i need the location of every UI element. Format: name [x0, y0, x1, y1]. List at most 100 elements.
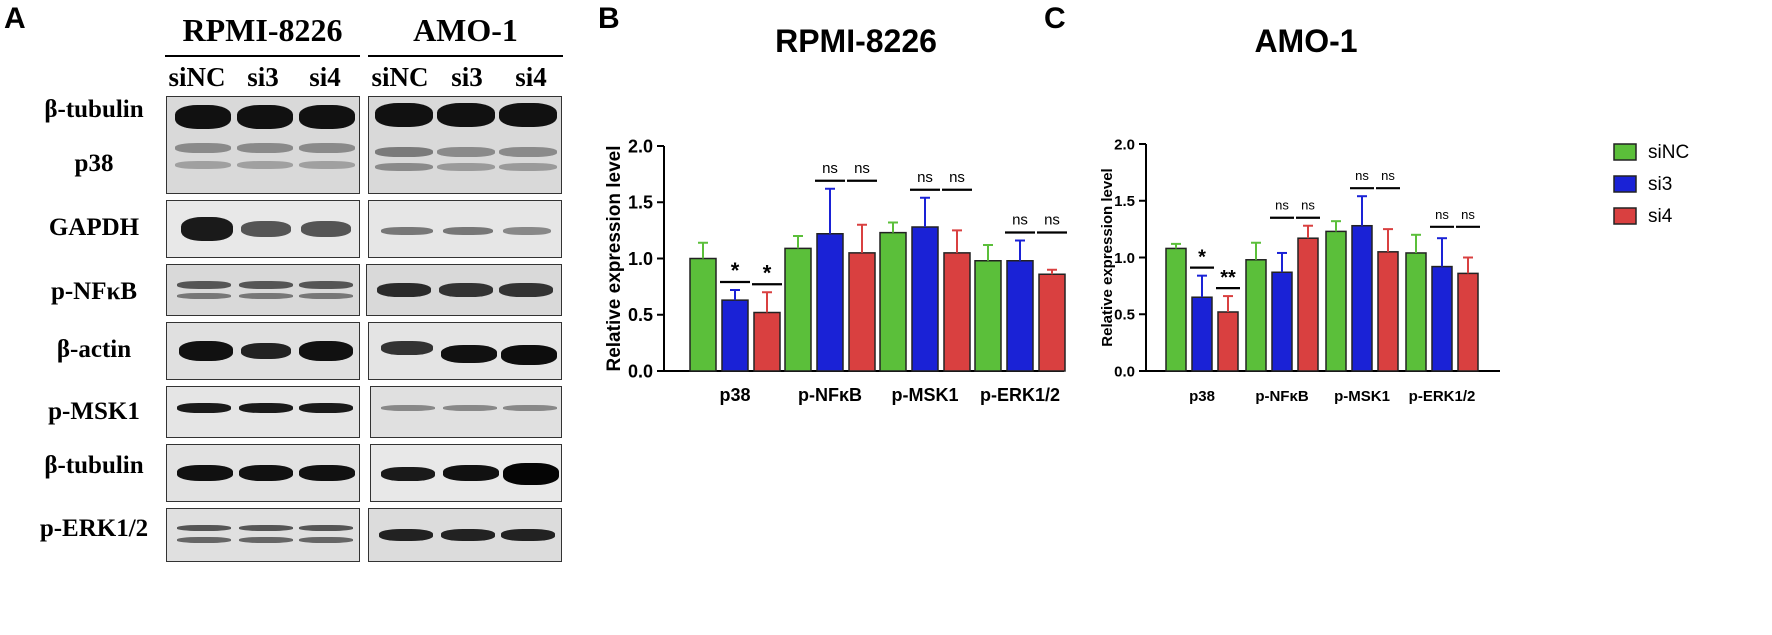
- bar-si3: [1191, 296, 1213, 372]
- cell-line-title-amo: AMO-1: [413, 12, 518, 48]
- bar-si3: [1431, 265, 1453, 372]
- bar-si3: [911, 226, 939, 372]
- blot-pmsk1-rpmi: [166, 386, 360, 438]
- blot-pmsk1-amo: [370, 386, 562, 438]
- row-label: β-tubulin: [44, 452, 144, 479]
- y-tick-label: 0.5: [628, 305, 653, 325]
- row-label: p-NFκB: [50, 278, 138, 305]
- bar-si3: [721, 299, 749, 372]
- blot-pnfkb-rpmi: [166, 264, 360, 316]
- blot-pnfkb-amo: [366, 264, 562, 316]
- cell-line-title-rpmi: RPMI-8226: [182, 12, 343, 48]
- chart-title: RPMI-8226: [775, 23, 937, 59]
- legend-label: si3: [1648, 174, 1672, 195]
- bar-sinc: [1165, 247, 1187, 372]
- significance-label: *: [731, 258, 740, 283]
- bar-si3: [1351, 224, 1373, 372]
- bar-sinc: [1405, 252, 1427, 372]
- y-tick-label: 0.0: [1114, 363, 1135, 380]
- lane-label: siNC: [371, 62, 429, 92]
- x-tick-label: p-ERK1/2: [1409, 388, 1476, 405]
- y-axis-label: Relative expression level: [604, 145, 625, 371]
- bar-sinc: [1325, 230, 1347, 372]
- significance-label: ns: [1044, 212, 1060, 229]
- y-tick-label: 1.5: [1114, 193, 1135, 210]
- blot-actin-amo: [368, 322, 562, 380]
- y-tick-label: 2.0: [1114, 136, 1135, 153]
- y-tick-label: 0.0: [628, 361, 653, 381]
- panel-letter-b: B: [598, 2, 620, 35]
- significance-label: ns: [1461, 207, 1475, 222]
- bar-sinc: [784, 247, 812, 372]
- row-label: GAPDH: [48, 214, 140, 241]
- title-underline-rpmi: [165, 55, 360, 57]
- significance-label: ns: [1012, 212, 1028, 229]
- blot-gapdh-rpmi: [166, 200, 360, 258]
- y-tick-label: 2.0: [628, 136, 653, 156]
- bar-si4: [1217, 311, 1239, 372]
- legend-swatch-si3: [1613, 175, 1637, 193]
- significance-label: **: [1220, 267, 1236, 289]
- legend-label: siNC: [1648, 142, 1689, 163]
- panel-letter-a: A: [4, 2, 26, 35]
- x-tick-label: p38: [1189, 388, 1215, 405]
- significance-label: ns: [1381, 168, 1395, 183]
- blot-perk-rpmi: [166, 508, 360, 562]
- bar-si4: [753, 311, 781, 372]
- bar-si3: [816, 233, 844, 372]
- significance-label: ns: [917, 169, 933, 186]
- y-tick-label: 0.5: [1114, 307, 1135, 324]
- blot-tubulin-p38-rpmi: [166, 96, 360, 194]
- x-tick-label: p38: [719, 385, 750, 405]
- y-tick-label: 1.0: [628, 249, 653, 269]
- bar-si4: [943, 252, 971, 372]
- lane-label: si3: [247, 62, 279, 92]
- blot-tubulin-p38-amo: [368, 96, 562, 194]
- legend-swatch-si4: [1613, 207, 1637, 225]
- bar-sinc: [689, 257, 717, 372]
- lane-label: si4: [515, 62, 547, 92]
- bar-si4: [848, 252, 876, 372]
- x-tick-label: p-ERK1/2: [980, 385, 1060, 405]
- bar-si3: [1271, 271, 1293, 372]
- lane-label: siNC: [168, 62, 226, 92]
- significance-label: *: [763, 260, 772, 285]
- significance-label: ns: [1355, 168, 1369, 183]
- y-tick-label: 1.5: [628, 193, 653, 213]
- row-label: p-MSK1: [48, 398, 140, 425]
- row-label: p38: [74, 150, 114, 177]
- significance-label: ns: [949, 169, 965, 186]
- bar-si3: [1006, 260, 1034, 372]
- title-underline-amo: [368, 55, 563, 57]
- x-tick-label: p-NFκB: [1255, 388, 1309, 405]
- x-tick-label: p-MSK1: [892, 385, 959, 405]
- significance-label: *: [1198, 247, 1206, 269]
- significance-label: ns: [1275, 198, 1289, 213]
- blot-actin-rpmi: [166, 322, 360, 380]
- blot-tubulin2-rpmi: [166, 444, 360, 502]
- bar-sinc: [1245, 259, 1267, 372]
- blot-tubulin2-amo: [370, 444, 562, 502]
- blot-gapdh-amo: [368, 200, 562, 258]
- significance-label: ns: [854, 160, 870, 177]
- significance-label: ns: [1435, 207, 1449, 222]
- y-tick-label: 1.0: [1114, 250, 1135, 267]
- lane-label: si4: [309, 62, 341, 92]
- legend-swatch-sinc: [1613, 143, 1637, 161]
- bar-sinc: [974, 260, 1002, 372]
- bar-sinc: [879, 231, 907, 372]
- x-tick-label: p-MSK1: [1334, 388, 1390, 405]
- blot-perk-amo: [368, 508, 562, 562]
- bar-si4: [1297, 237, 1319, 372]
- bar-si4: [1377, 251, 1399, 372]
- bar-si4: [1038, 273, 1066, 372]
- y-axis-label: Relative expression level: [1099, 168, 1116, 346]
- row-label: β-actin: [56, 336, 132, 363]
- legend-label: si4: [1648, 206, 1673, 227]
- significance-label: ns: [1301, 198, 1315, 213]
- x-tick-label: p-NFκB: [798, 385, 862, 405]
- significance-label: ns: [822, 160, 838, 177]
- row-label: p-ERK1/2: [39, 515, 149, 542]
- row-label: β-tubulin: [44, 96, 144, 123]
